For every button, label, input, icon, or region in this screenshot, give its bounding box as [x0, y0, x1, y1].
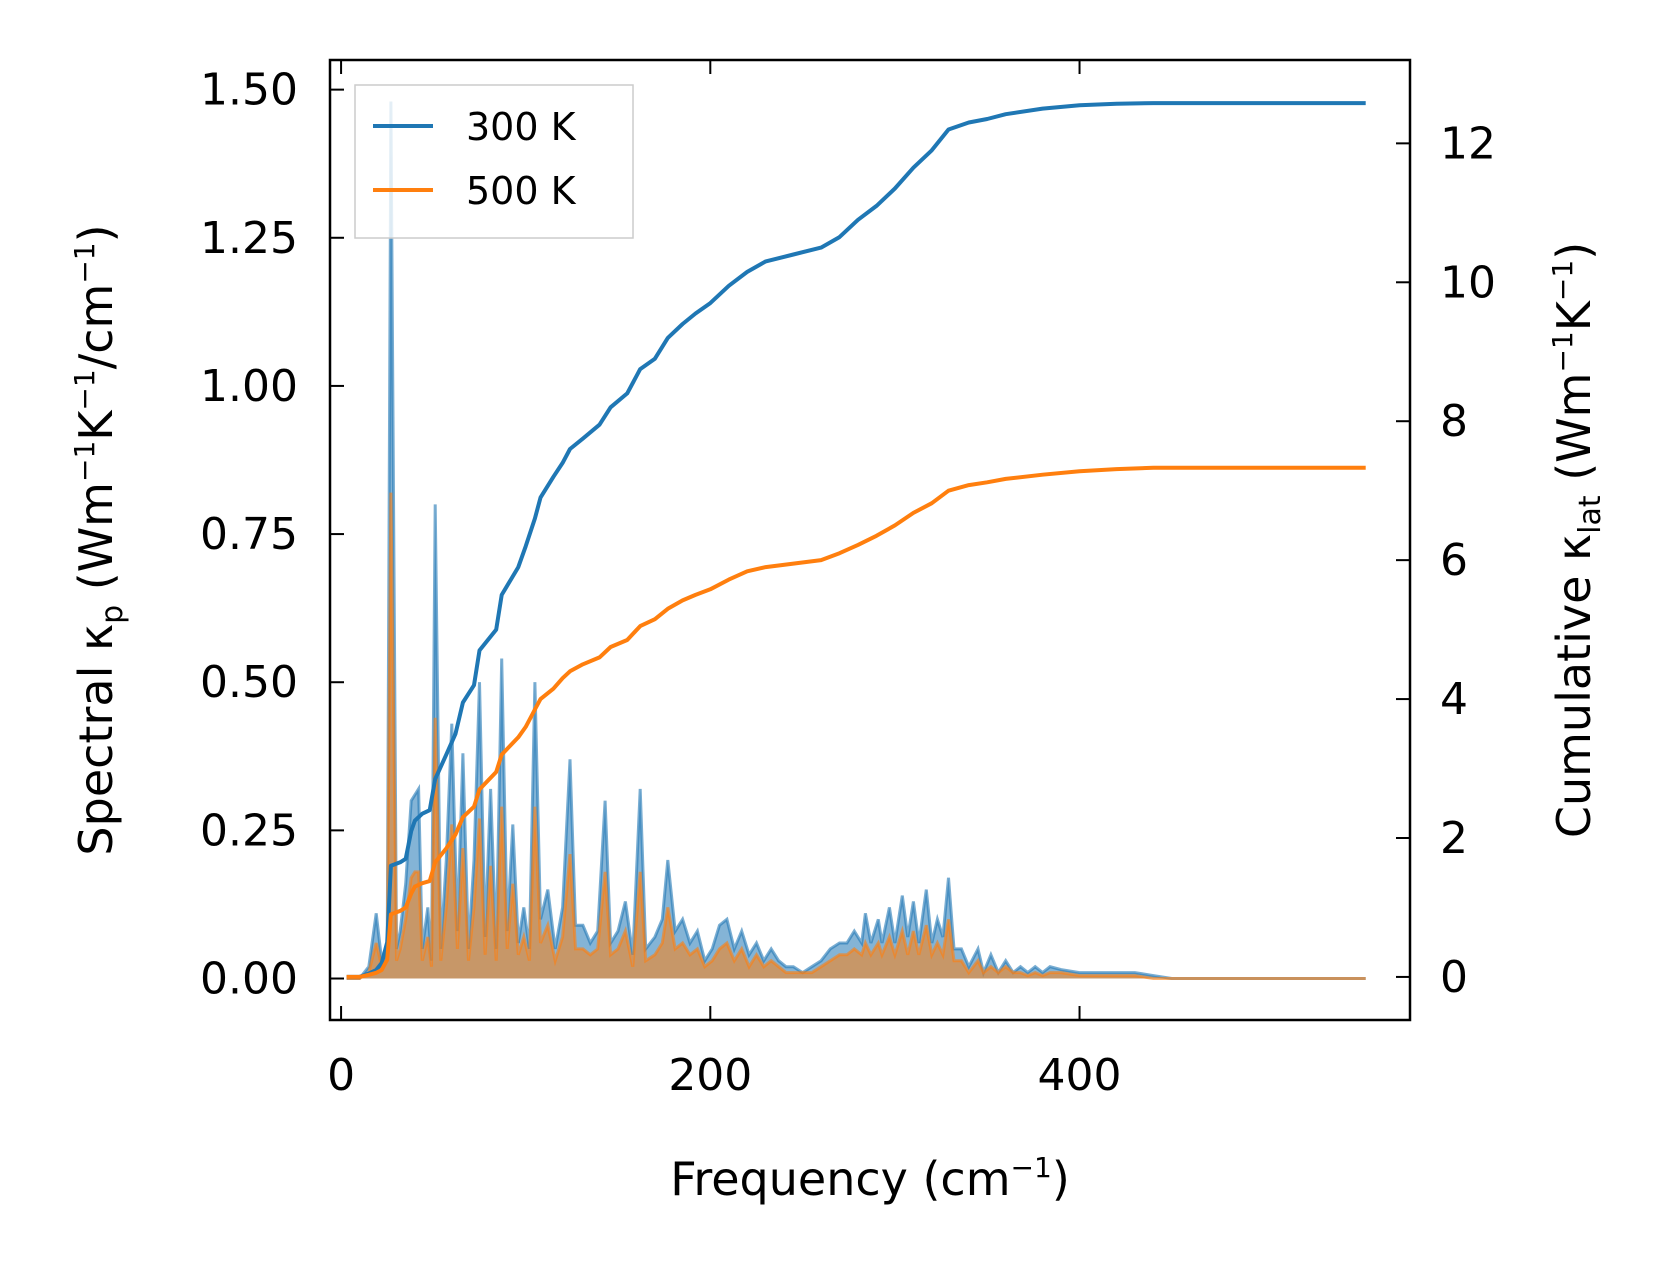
x-tick-label: 400 [1038, 1050, 1122, 1101]
axis-ticks: 0 200 400 0.00 0.25 0.50 0.75 1.00 1.25 1.50 0 2 4 6 8… [200, 60, 1496, 1101]
y-left-tick-label: 0.25 [200, 805, 298, 856]
y-left-tick-label: 0.00 [200, 954, 298, 1005]
y-right-tick-label: 0 [1440, 952, 1468, 1003]
spectral-line-300k [346, 101, 1366, 980]
plot-frame [328, 58, 1412, 1022]
cumulative-line-500k [346, 465, 1366, 979]
legend: 300 K 500 K [354, 84, 634, 239]
y-left-tick-label: 0.75 [200, 509, 298, 560]
legend-label-300k: 300 K [466, 105, 577, 149]
legend-label-500k: 500 K [466, 169, 577, 213]
y-right-tick-label: 12 [1440, 118, 1496, 169]
x-axis-title: Frequency (cm−1) [670, 1151, 1070, 1206]
y-left-tick-label: 1.00 [200, 361, 298, 412]
y-left-tick-label: 1.25 [200, 213, 298, 264]
x-tick-label: 0 [327, 1050, 355, 1101]
y-axis-left-title: Spectral κp (Wm−1K−1/cm−1) [68, 224, 130, 855]
y-right-tick-label: 4 [1440, 674, 1468, 725]
plot-area [346, 101, 1366, 980]
y-right-tick-label: 10 [1440, 257, 1496, 308]
cumulative-line-300k [346, 101, 1366, 979]
y-left-tick-label: 1.50 [200, 65, 298, 116]
y-right-tick-label: 8 [1440, 396, 1468, 447]
legend-frame [354, 84, 634, 239]
spectral-line-500k [346, 492, 1366, 980]
y-axis-right-title: Cumulative κlat (Wm−1K−1) [1546, 242, 1608, 838]
spectral-area-500k [346, 492, 1366, 979]
y-left-tick-label: 0.50 [200, 657, 298, 708]
x-tick-label: 200 [668, 1050, 752, 1101]
y-right-tick-label: 6 [1440, 535, 1468, 586]
y-right-tick-label: 2 [1440, 813, 1468, 864]
